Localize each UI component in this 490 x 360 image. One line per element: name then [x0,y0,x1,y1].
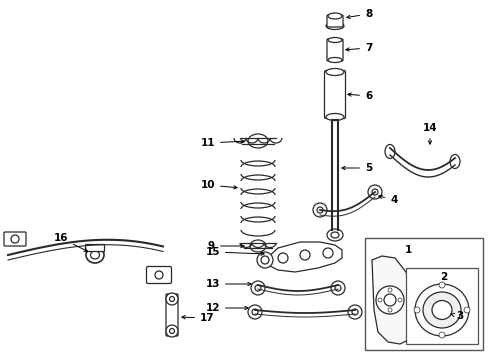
Circle shape [348,305,362,319]
FancyBboxPatch shape [147,266,172,284]
Ellipse shape [331,232,339,238]
Circle shape [166,293,178,305]
Ellipse shape [385,144,395,158]
Circle shape [255,285,261,291]
Circle shape [300,250,310,260]
Circle shape [313,203,327,217]
Circle shape [170,297,174,302]
Text: 16: 16 [53,233,88,251]
Ellipse shape [423,292,461,328]
Text: 2: 2 [440,272,447,282]
Text: 6: 6 [348,91,372,101]
Circle shape [331,281,345,295]
Text: 8: 8 [347,9,372,19]
Circle shape [335,285,341,291]
Circle shape [155,271,163,279]
Circle shape [398,298,402,302]
Ellipse shape [326,113,344,121]
Ellipse shape [326,68,344,76]
Circle shape [464,307,470,313]
Polygon shape [372,256,412,344]
Text: 4: 4 [379,195,397,205]
Ellipse shape [432,301,452,320]
Circle shape [384,294,396,306]
Circle shape [166,325,178,337]
Ellipse shape [450,154,460,168]
Ellipse shape [328,37,342,42]
Bar [406,268,478,344]
Circle shape [317,207,323,213]
FancyBboxPatch shape [327,39,343,61]
Ellipse shape [415,284,469,336]
Text: 3: 3 [450,311,463,321]
Circle shape [368,185,382,199]
Circle shape [261,256,269,264]
Text: 5: 5 [342,163,372,173]
Circle shape [388,308,392,312]
Text: 17: 17 [182,313,215,323]
Ellipse shape [326,22,344,30]
Circle shape [11,235,19,243]
Text: 14: 14 [423,123,437,144]
Ellipse shape [91,251,99,259]
Ellipse shape [328,13,342,19]
Polygon shape [265,242,342,272]
FancyBboxPatch shape [4,232,26,246]
FancyBboxPatch shape [324,71,345,118]
Circle shape [352,309,358,315]
Bar [365,238,483,350]
Circle shape [378,298,382,302]
Text: 10: 10 [200,180,237,190]
Circle shape [251,281,265,295]
FancyBboxPatch shape [85,244,104,252]
Circle shape [248,305,262,319]
Text: 11: 11 [200,138,244,148]
Ellipse shape [327,229,343,241]
Circle shape [439,282,445,288]
Circle shape [376,286,404,314]
Circle shape [323,248,333,258]
Circle shape [439,332,445,338]
Text: 15: 15 [205,247,264,257]
Text: 1: 1 [405,245,412,255]
FancyBboxPatch shape [166,294,178,336]
Text: 9: 9 [208,241,244,251]
Circle shape [257,252,273,268]
Ellipse shape [86,247,104,263]
Circle shape [372,189,378,195]
Text: 7: 7 [346,43,372,53]
Text: 12: 12 [205,303,248,313]
Circle shape [414,307,420,313]
Text: 13: 13 [205,279,251,289]
Ellipse shape [328,58,342,63]
Circle shape [278,253,288,263]
Circle shape [388,288,392,292]
Circle shape [252,309,258,315]
FancyBboxPatch shape [327,15,343,27]
Circle shape [170,328,174,333]
